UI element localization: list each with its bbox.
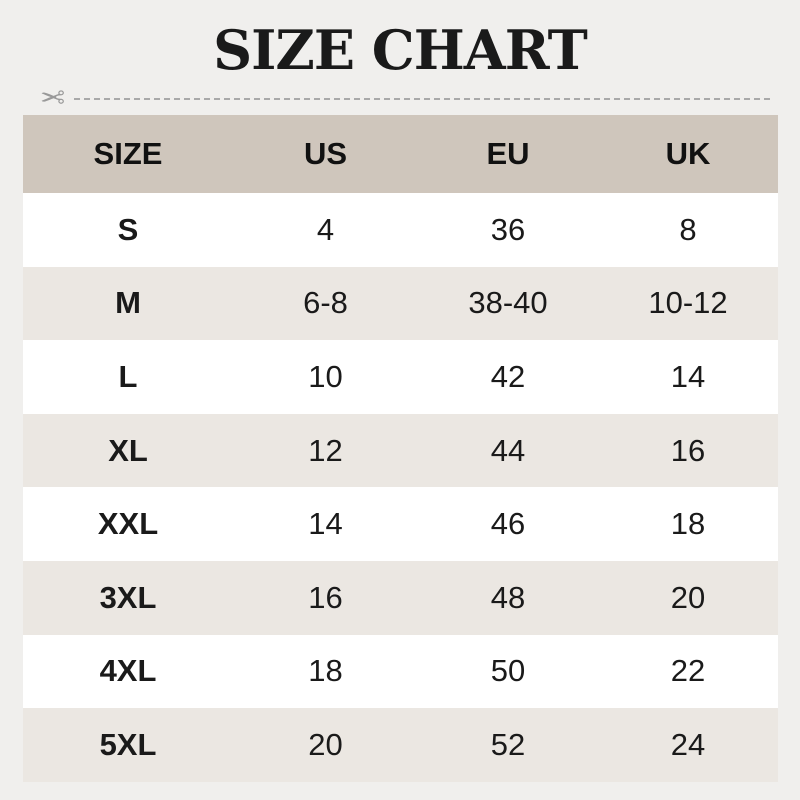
cell-uk: 14 bbox=[598, 340, 778, 414]
cell-size: 5XL bbox=[23, 708, 233, 782]
cell-eu: 44 bbox=[418, 413, 598, 488]
table-row: XXL 14 46 18 bbox=[23, 487, 778, 561]
table-row: L 10 42 14 bbox=[23, 340, 778, 414]
cell-us: 6-8 bbox=[233, 266, 418, 341]
dashed-cut-line bbox=[74, 98, 770, 100]
table-row: XL 12 44 16 bbox=[23, 413, 778, 488]
scissors-icon: ✂ bbox=[40, 82, 66, 115]
header-size: SIZE bbox=[23, 115, 233, 193]
cell-eu: 42 bbox=[418, 340, 598, 414]
cell-us: 4 bbox=[233, 193, 418, 267]
cell-eu: 36 bbox=[418, 193, 598, 267]
cell-size: L bbox=[23, 340, 233, 414]
size-chart-table: SIZE US EU UK S 4 36 8 M 6-8 38-40 10-12 L 10 42 14… bbox=[23, 115, 778, 782]
page-title: SIZE CHART bbox=[213, 18, 588, 82]
table-row: 5XL 20 52 24 bbox=[23, 708, 778, 782]
cell-uk: 24 bbox=[598, 708, 778, 782]
cell-us: 14 bbox=[233, 487, 418, 561]
table-row: 4XL 18 50 22 bbox=[23, 634, 778, 709]
cell-us: 10 bbox=[233, 340, 418, 414]
header-eu: EU bbox=[418, 115, 598, 193]
table-row: M 6-8 38-40 10-12 bbox=[23, 266, 778, 341]
header-us: US bbox=[233, 115, 418, 193]
cell-us: 16 bbox=[233, 560, 418, 635]
cell-eu: 46 bbox=[418, 487, 598, 561]
table-row: S 4 36 8 bbox=[23, 193, 778, 267]
cell-size: XL bbox=[23, 413, 233, 488]
cell-uk: 22 bbox=[598, 634, 778, 709]
cell-size: 4XL bbox=[23, 634, 233, 709]
cell-eu: 38-40 bbox=[418, 266, 598, 341]
cell-uk: 20 bbox=[598, 560, 778, 635]
cell-eu: 52 bbox=[418, 708, 598, 782]
cell-uk: 18 bbox=[598, 487, 778, 561]
table-header-row: SIZE US EU UK bbox=[23, 115, 778, 193]
cell-eu: 50 bbox=[418, 634, 598, 709]
cell-size: 3XL bbox=[23, 560, 233, 635]
cell-size: M bbox=[23, 266, 233, 341]
cell-eu: 48 bbox=[418, 560, 598, 635]
cell-us: 18 bbox=[233, 634, 418, 709]
cell-size: S bbox=[23, 193, 233, 267]
cell-us: 20 bbox=[233, 708, 418, 782]
cell-uk: 8 bbox=[598, 193, 778, 267]
cell-uk: 10-12 bbox=[598, 266, 778, 341]
header-uk: UK bbox=[598, 115, 778, 193]
cell-us: 12 bbox=[233, 413, 418, 488]
cell-uk: 16 bbox=[598, 413, 778, 488]
cell-size: XXL bbox=[23, 487, 233, 561]
table-row: 3XL 16 48 20 bbox=[23, 560, 778, 635]
